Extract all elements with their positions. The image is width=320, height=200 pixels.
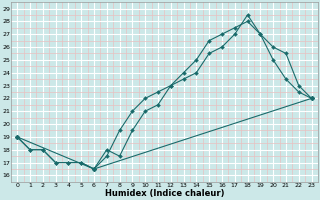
X-axis label: Humidex (Indice chaleur): Humidex (Indice chaleur): [105, 189, 224, 198]
